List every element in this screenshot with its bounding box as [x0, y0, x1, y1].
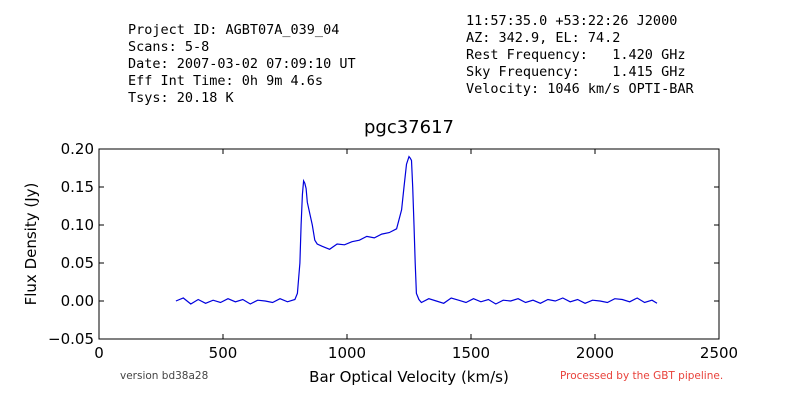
header-right-line-2: Rest Frequency: 1.420 GHz	[466, 47, 686, 63]
y-tick-label: −0.05	[48, 330, 94, 348]
x-tick-label: 0	[94, 344, 104, 362]
x-tick-label: 1500	[452, 344, 490, 362]
y-tick-label: 0.15	[61, 178, 94, 196]
y-tick-label: 0.10	[61, 216, 94, 234]
header-left-line-1: Scans: 5-8	[128, 39, 210, 55]
y-tick-label: 0.05	[61, 254, 94, 272]
y-axis-label: Flux Density (Jy)	[22, 183, 40, 306]
header-right-line-0: 11:57:35.0 +53:22:26 J2000	[466, 13, 678, 29]
header-left-line-0: Project ID: AGBT07A_039_04	[128, 22, 340, 38]
version-label: version bd38a28	[120, 370, 209, 382]
x-tick-label: 2000	[576, 344, 614, 362]
header-left-line-2: Date: 2007-03-02 07:09:10 UT	[128, 56, 356, 72]
header-left-line-3: Eff Int Time: 0h 9m 4.6s	[128, 73, 324, 89]
x-tick-label: 500	[209, 344, 238, 362]
x-tick-label: 1000	[328, 344, 366, 362]
spectrum-line	[175, 155, 658, 305]
x-axis-label: Bar Optical Velocity (km/s)	[309, 368, 509, 386]
x-tick-label: 2500	[700, 344, 738, 362]
header-right-line-1: AZ: 342.9, EL: 74.2	[466, 30, 621, 46]
header-right-info: 11:57:35.0 +53:22:26 J2000 AZ: 342.9, EL:…	[466, 13, 694, 98]
header-right-line-3: Sky Frequency: 1.415 GHz	[466, 64, 686, 80]
pipeline-credit: Processed by the GBT pipeline.	[560, 370, 724, 382]
plot-frame	[98, 148, 720, 340]
header-right-line-4: Velocity: 1046 km/s OPTI-BAR	[466, 81, 694, 97]
header-left-info: Project ID: AGBT07A_039_04 Scans: 5-8 Date…	[128, 22, 356, 107]
chart-title: pgc37617	[364, 117, 454, 138]
y-axis: −0.05 0.00 0.05 0.10 0.15 0.20	[48, 140, 719, 348]
y-tick-label: 0.00	[61, 292, 94, 310]
header-left-line-4: Tsys: 20.18 K	[128, 90, 234, 106]
y-tick-label: 0.20	[61, 140, 94, 158]
x-axis: 0 500 1000 1500 2000 2500	[94, 149, 738, 362]
